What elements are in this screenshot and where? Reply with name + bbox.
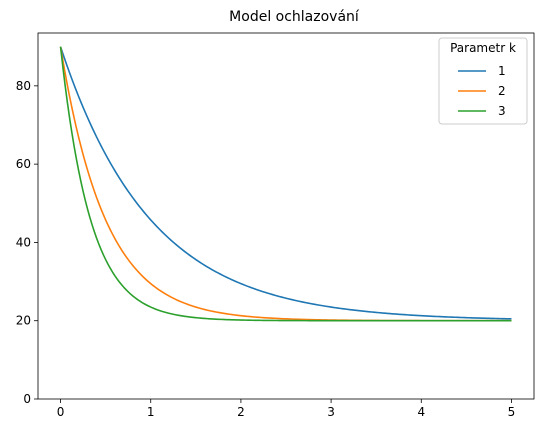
- series-line-1: [59, 46, 512, 320]
- series-layer: [59, 46, 512, 322]
- x-tick-label: 2: [237, 405, 245, 419]
- x-tick-label: 0: [57, 405, 65, 419]
- y-tick-label: 40: [16, 235, 31, 249]
- legend-box: [438, 37, 528, 125]
- x-tick-label: 3: [327, 405, 335, 419]
- y-tick-label: 60: [16, 157, 31, 171]
- legend-label-3: 3: [498, 104, 506, 118]
- y-tick-label: 0: [23, 392, 31, 406]
- x-tick-label: 1: [147, 405, 155, 419]
- legend: Parametr k 1 2 3: [438, 37, 528, 125]
- legend-label-2: 2: [498, 84, 506, 98]
- y-axis: 0 20 40 60 80: [16, 79, 38, 406]
- x-tick-label: 4: [417, 405, 425, 419]
- chart-title: Model ochlazování: [229, 9, 360, 25]
- y-tick-label: 20: [16, 314, 31, 328]
- legend-title: Parametr k: [450, 41, 516, 55]
- x-axis: 0 1 2 3 4 5: [57, 399, 516, 419]
- y-tick-label: 80: [16, 79, 31, 93]
- legend-label-1: 1: [498, 64, 506, 78]
- legend-entries: 1 2 3: [458, 64, 506, 118]
- series-line-3: [59, 46, 512, 322]
- axes-frame: [37, 32, 535, 400]
- x-tick-label: 5: [508, 405, 516, 419]
